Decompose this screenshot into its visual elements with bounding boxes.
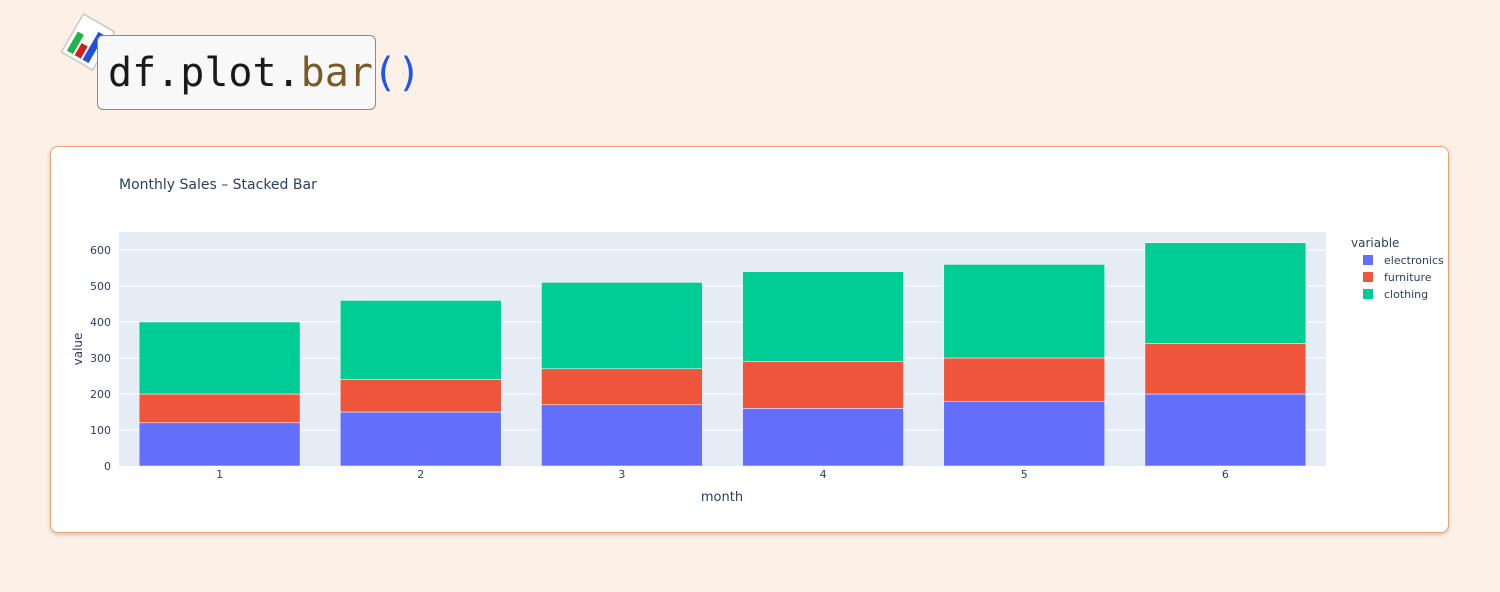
code-snippet-box: df.plot.bar() (97, 35, 421, 110)
legend-swatch-electronics (1363, 255, 1373, 265)
bar-clothing-4 (742, 271, 904, 362)
code-open-paren: ( (372, 50, 397, 96)
y-tick-label: 200 (90, 388, 111, 401)
bar-clothing-6 (1144, 242, 1307, 344)
x-tick-label: 2 (417, 468, 424, 481)
bars (138, 242, 1307, 467)
y-tick-label: 400 (90, 316, 111, 329)
y-tick-label: 100 (90, 424, 111, 437)
bar-electronics-4 (742, 408, 904, 467)
legend-title: variable (1351, 236, 1399, 250)
legend-item-clothing: clothing (1384, 288, 1428, 301)
bar-electronics-5 (943, 400, 1105, 467)
stacked-bar-chart: Monthly Sales – Stacked Bar 010020030040… (71, 177, 1444, 505)
y-tick-label: 0 (104, 460, 111, 473)
bar-electronics-1 (138, 422, 301, 467)
code-close-paren: ) (397, 50, 422, 96)
code-prefix: df.plot. (108, 50, 301, 96)
legend-swatch-furniture (1363, 272, 1373, 282)
x-tick-label: 4 (820, 468, 827, 481)
y-tick-label: 600 (90, 244, 111, 257)
legend-swatch-clothing (1363, 289, 1373, 299)
bar-furniture-2 (340, 379, 502, 413)
x-axis-ticks: 1 2 3 4 5 6 (216, 468, 1229, 481)
bar-furniture-6 (1144, 343, 1307, 395)
legend-item-furniture: furniture (1384, 271, 1432, 284)
code-function: bar (300, 50, 373, 96)
bar-furniture-1 (138, 393, 301, 424)
plot-area (119, 232, 1326, 466)
bar-clothing-5 (943, 264, 1105, 359)
bar-furniture-5 (943, 357, 1105, 402)
code-snippet: df.plot.bar() (108, 49, 421, 97)
legend-item-electronics: electronics (1384, 254, 1444, 267)
y-tick-label: 300 (90, 352, 111, 365)
y-axis-ticks: 0 100 200 300 400 500 600 (90, 244, 111, 473)
chart-title: Monthly Sales – Stacked Bar (119, 177, 317, 193)
bar-clothing-3 (541, 282, 703, 370)
chart-card: Monthly Sales – Stacked Bar 0 100 200 300 40… (50, 146, 1449, 533)
x-tick-label: 3 (618, 468, 625, 481)
bar-electronics-3 (541, 404, 703, 467)
gridlines (119, 249, 1326, 431)
bar-clothing-2 (340, 300, 502, 380)
y-axis-label: value (71, 333, 85, 366)
x-tick-label: 5 (1021, 468, 1028, 481)
bar-furniture-3 (541, 368, 703, 406)
bar-electronics-2 (340, 411, 502, 467)
y-tick-label: 500 (90, 280, 111, 293)
legend: variable electronics furniture clothing (1351, 236, 1444, 301)
x-axis-label: month (701, 490, 743, 505)
x-tick-label: 6 (1222, 468, 1229, 481)
x-tick-label: 1 (216, 468, 223, 481)
bar-furniture-4 (742, 361, 904, 409)
bar-chart-icon (60, 12, 116, 72)
bar-electronics-6 (1144, 393, 1307, 467)
bar-clothing-1 (138, 321, 301, 395)
